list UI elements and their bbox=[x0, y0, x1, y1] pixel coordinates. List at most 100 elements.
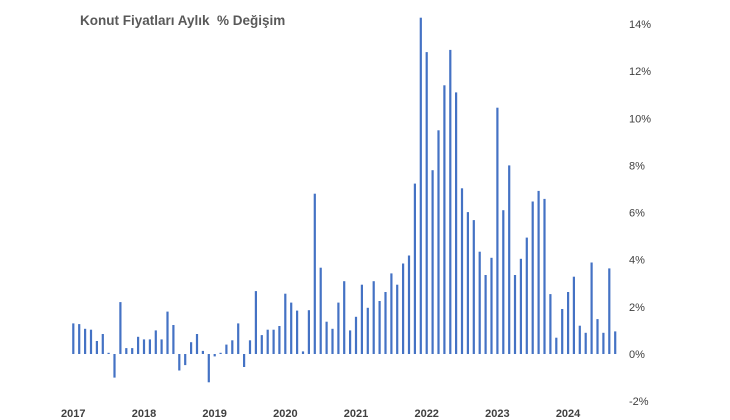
bar bbox=[148, 339, 151, 354]
bar bbox=[460, 188, 464, 354]
bar bbox=[437, 130, 440, 354]
x-tick-label: 2020 bbox=[273, 408, 297, 420]
bar bbox=[254, 291, 257, 354]
bars-group bbox=[72, 17, 617, 383]
bar bbox=[231, 340, 234, 354]
bar bbox=[449, 49, 452, 355]
bar bbox=[519, 258, 522, 354]
bar bbox=[142, 339, 146, 354]
bar bbox=[466, 212, 469, 354]
bar bbox=[119, 302, 122, 354]
bar bbox=[319, 267, 322, 354]
bar bbox=[537, 190, 540, 354]
bar bbox=[396, 284, 399, 354]
bar bbox=[549, 294, 552, 354]
bar bbox=[207, 354, 210, 383]
bar bbox=[219, 352, 222, 354]
bar bbox=[107, 352, 110, 354]
bar bbox=[243, 354, 246, 367]
bar bbox=[101, 334, 104, 354]
bar bbox=[95, 341, 98, 354]
bar bbox=[614, 331, 617, 354]
bar bbox=[354, 316, 358, 354]
x-tick-label: 2019 bbox=[202, 408, 226, 420]
bar bbox=[125, 348, 128, 354]
bar bbox=[154, 330, 157, 354]
x-tick-label: 2024 bbox=[556, 408, 581, 420]
bar bbox=[431, 170, 434, 354]
bar bbox=[237, 323, 240, 354]
bar bbox=[513, 275, 517, 354]
bar bbox=[525, 237, 528, 354]
x-tick-label: 2017 bbox=[61, 408, 85, 420]
bar bbox=[602, 332, 605, 354]
bar bbox=[313, 193, 316, 354]
bar bbox=[290, 302, 293, 354]
bar bbox=[543, 198, 546, 354]
bar bbox=[425, 52, 428, 354]
bar bbox=[325, 321, 328, 354]
bar bbox=[266, 329, 269, 354]
y-tick-label: 0% bbox=[629, 349, 645, 361]
y-tick-label: 10% bbox=[629, 113, 651, 125]
bar bbox=[160, 339, 163, 354]
bar bbox=[195, 334, 199, 354]
y-tick-label: -2% bbox=[629, 396, 649, 408]
bar bbox=[472, 220, 475, 354]
bar bbox=[402, 263, 405, 354]
bar bbox=[366, 307, 369, 354]
bar bbox=[360, 284, 363, 354]
bar bbox=[113, 354, 116, 378]
bar bbox=[166, 311, 169, 354]
bar bbox=[301, 351, 305, 354]
bar bbox=[478, 251, 481, 354]
bar bbox=[172, 325, 175, 354]
bar bbox=[490, 257, 493, 354]
bar bbox=[201, 350, 204, 354]
bar bbox=[184, 354, 187, 366]
x-tick-label: 2021 bbox=[344, 408, 368, 420]
bar bbox=[561, 309, 564, 354]
bar bbox=[372, 281, 375, 354]
bar bbox=[443, 85, 446, 355]
bar bbox=[484, 275, 487, 354]
bar bbox=[260, 335, 263, 354]
bar bbox=[590, 262, 593, 354]
bar bbox=[337, 302, 340, 354]
bar bbox=[578, 325, 581, 354]
bar bbox=[502, 210, 505, 354]
bar bbox=[349, 330, 352, 354]
bar bbox=[331, 328, 334, 354]
bar bbox=[225, 344, 228, 354]
bar bbox=[248, 340, 252, 354]
bar bbox=[608, 268, 611, 354]
bar bbox=[413, 183, 416, 354]
bar bbox=[213, 354, 216, 357]
bar bbox=[407, 255, 411, 354]
bar bbox=[419, 17, 422, 354]
bar bbox=[72, 323, 75, 354]
chart-title: Konut Fiyatları Aylık % Değişim bbox=[80, 13, 286, 28]
bar bbox=[131, 348, 134, 354]
bar bbox=[178, 354, 181, 371]
bar bbox=[190, 342, 193, 354]
bar bbox=[584, 332, 587, 354]
bar bbox=[307, 310, 310, 354]
bar bbox=[84, 328, 87, 354]
bar bbox=[572, 276, 575, 354]
y-tick-label: 4% bbox=[629, 255, 645, 267]
bar bbox=[272, 329, 275, 354]
bar bbox=[384, 292, 387, 354]
x-tick-label: 2022 bbox=[414, 408, 438, 420]
y-tick-label: 8% bbox=[629, 160, 645, 172]
bar bbox=[555, 337, 558, 354]
x-tick-label: 2018 bbox=[132, 408, 156, 420]
y-axis: -2% 0% 2% 4% 6% 8% 10% 12% 14% bbox=[629, 19, 651, 408]
y-tick-label: 12% bbox=[629, 66, 651, 78]
bar bbox=[78, 324, 81, 354]
bar bbox=[278, 326, 281, 354]
bar bbox=[343, 281, 346, 354]
bar bbox=[567, 292, 570, 354]
bar bbox=[390, 273, 393, 354]
